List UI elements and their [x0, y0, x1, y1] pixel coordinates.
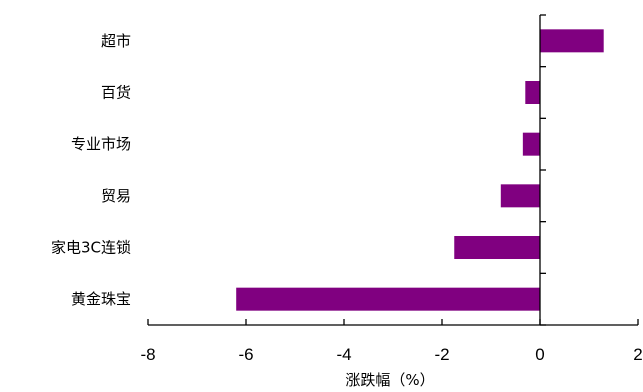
x-axis-ticks: -8 -6 -4 -2 0 2: [140, 319, 643, 364]
x-axis-title: 涨跌幅（%）: [345, 371, 434, 389]
x-tick-label-0: -8: [140, 345, 155, 364]
category-label-5: 黄金珠宝: [71, 290, 131, 308]
category-label-3: 贸易: [101, 187, 131, 205]
bar-3: [500, 184, 540, 208]
bar-5: [236, 287, 540, 311]
bar-1: [525, 81, 540, 104]
bar-4: [454, 236, 540, 259]
bar-2: [522, 132, 540, 156]
x-tick-label-4: 0: [535, 345, 544, 364]
bars-group: [236, 29, 604, 311]
category-label-1: 百货: [101, 84, 131, 102]
x-tick-label-2: -4: [336, 345, 351, 364]
bar-0: [540, 29, 604, 53]
x-tick-label-3: -2: [434, 345, 449, 364]
y-axis-ticks: [540, 14, 546, 326]
category-label-2: 专业市场: [71, 135, 131, 153]
x-tick-label-5: 2: [633, 345, 642, 364]
x-tick-label-1: -6: [238, 345, 253, 364]
category-label-4: 家电3C连锁: [51, 239, 131, 257]
category-label-0: 超市: [101, 32, 131, 50]
